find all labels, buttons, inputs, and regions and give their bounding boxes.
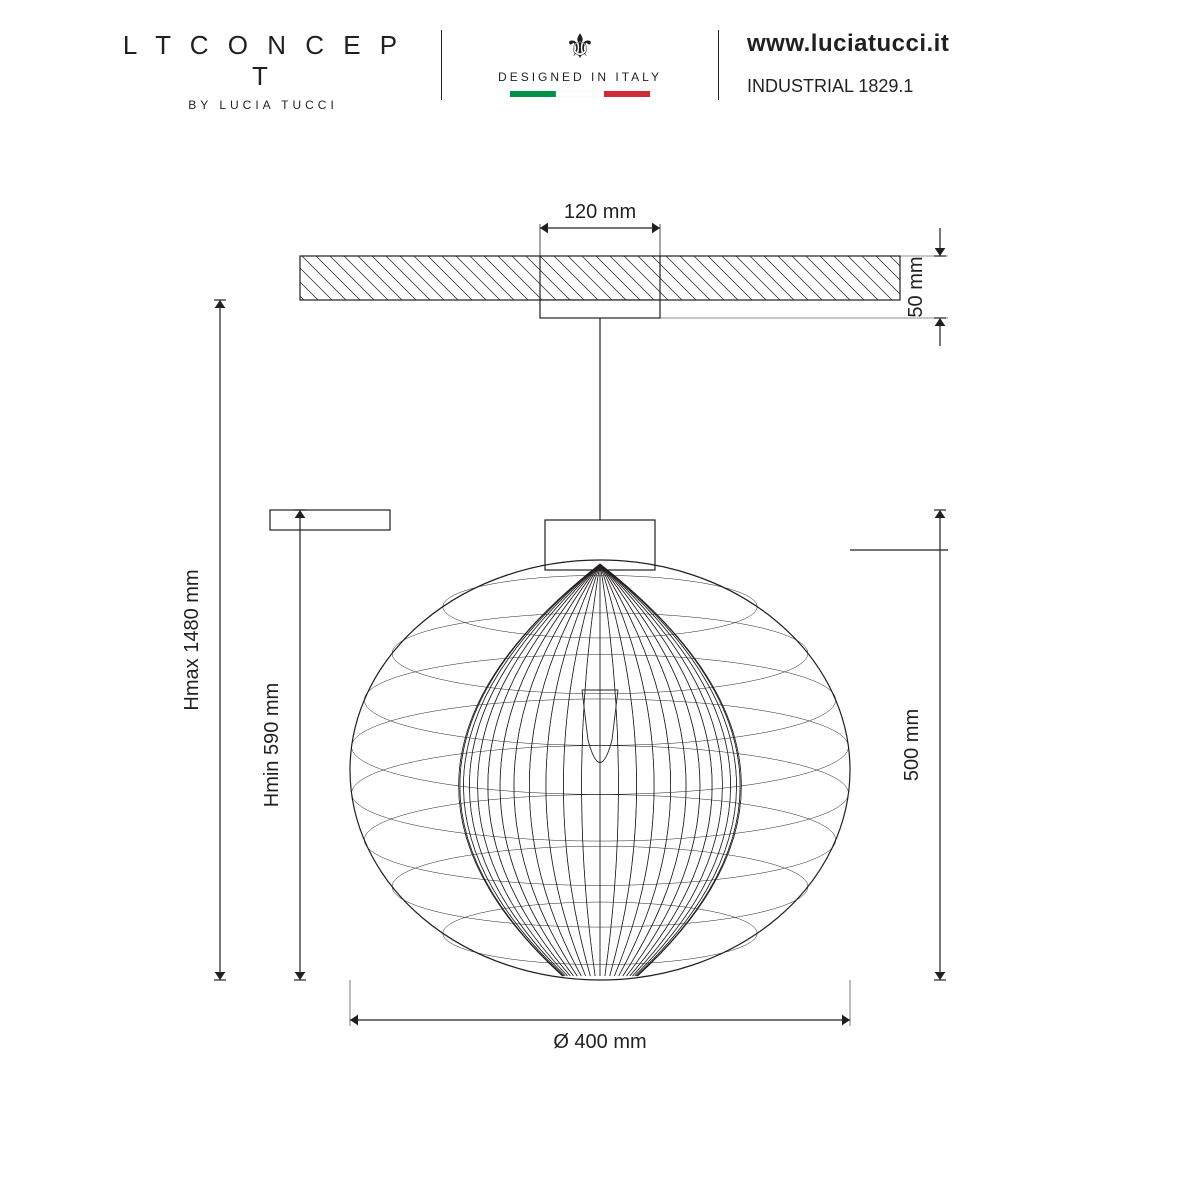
svg-text:Ø 400 mm: Ø 400 mm <box>553 1031 646 1053</box>
svg-text:120 mm: 120 mm <box>564 201 636 223</box>
svg-text:50 mm: 50 mm <box>905 256 927 317</box>
svg-text:Hmin 590 mm: Hmin 590 mm <box>261 683 283 807</box>
technical-drawing: 120 mm 50 mm Hmax 1480 mm Hmin 590 mm 500 mm… <box>0 0 1200 1200</box>
page: L T C O N C E P T BY LUCIA TUCCI ⚜ DESIG… <box>0 0 1200 1200</box>
svg-text:Hmax 1480 mm: Hmax 1480 mm <box>181 569 203 710</box>
svg-text:500 mm: 500 mm <box>901 709 923 781</box>
